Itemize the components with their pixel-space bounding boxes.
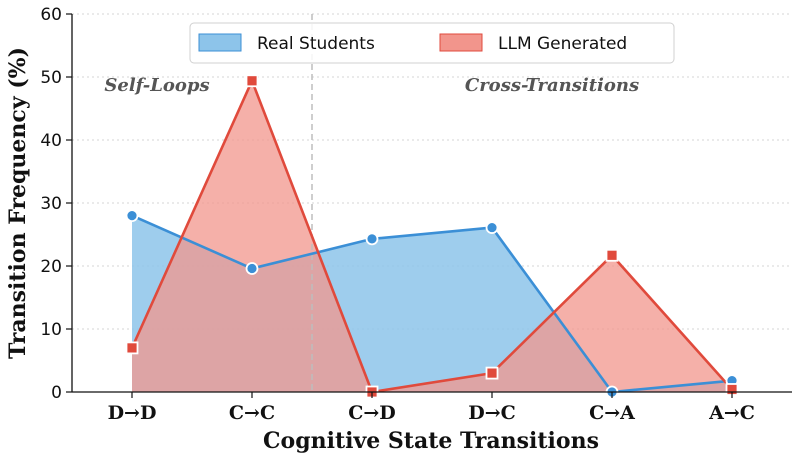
data-point: [485, 221, 499, 234]
x-tick-label: C→D: [348, 402, 396, 424]
legend-label-real-students: Real Students: [257, 34, 375, 54]
data-point: [245, 262, 259, 275]
y-tick-label: 60: [40, 5, 62, 25]
series-lines: [130, 79, 733, 394]
data-point: [485, 366, 499, 380]
legend: Real Students LLM Generated: [189, 22, 675, 64]
y-tick-label: 20: [40, 257, 62, 277]
data-point: [605, 248, 619, 262]
y-tick-label: 40: [40, 131, 62, 151]
x-axis-ticks: D→D C→C C→D D→C C→A A→C: [108, 392, 755, 424]
legend-frame: [189, 22, 675, 64]
data-point: [125, 209, 139, 223]
y-tick-label: 10: [40, 320, 62, 340]
y-axis-ticks: 0 10 20 30 40 50 60: [40, 5, 72, 403]
x-tick-label: D→D: [108, 402, 157, 424]
y-axis-title: Transition Frequency (%): [5, 47, 31, 359]
legend-label-llm-generated: LLM Generated: [498, 34, 627, 54]
legend-swatch-llm-generated: [439, 33, 483, 52]
x-axis-title: Cognitive State Transitions: [263, 428, 599, 454]
annotation-self-loops: Self-Loops: [104, 75, 209, 96]
legend-swatch-real-students: [198, 33, 242, 52]
data-point: [245, 74, 259, 88]
series-line: [130, 79, 733, 394]
data-point: [125, 341, 139, 355]
y-tick-label: 0: [51, 383, 62, 403]
y-tick-label: 50: [40, 68, 62, 88]
series-line: [131, 214, 733, 394]
series-areas: [132, 80, 732, 392]
x-tick-label: A→C: [708, 402, 755, 424]
x-tick-label: D→C: [468, 402, 516, 424]
x-tick-label: C→A: [589, 402, 635, 424]
series-markers: [125, 74, 739, 399]
annotation-cross-transitions: Cross-Transitions: [465, 75, 639, 96]
x-tick-label: C→C: [229, 402, 275, 424]
data-point: [365, 232, 379, 246]
y-tick-label: 30: [40, 194, 62, 214]
